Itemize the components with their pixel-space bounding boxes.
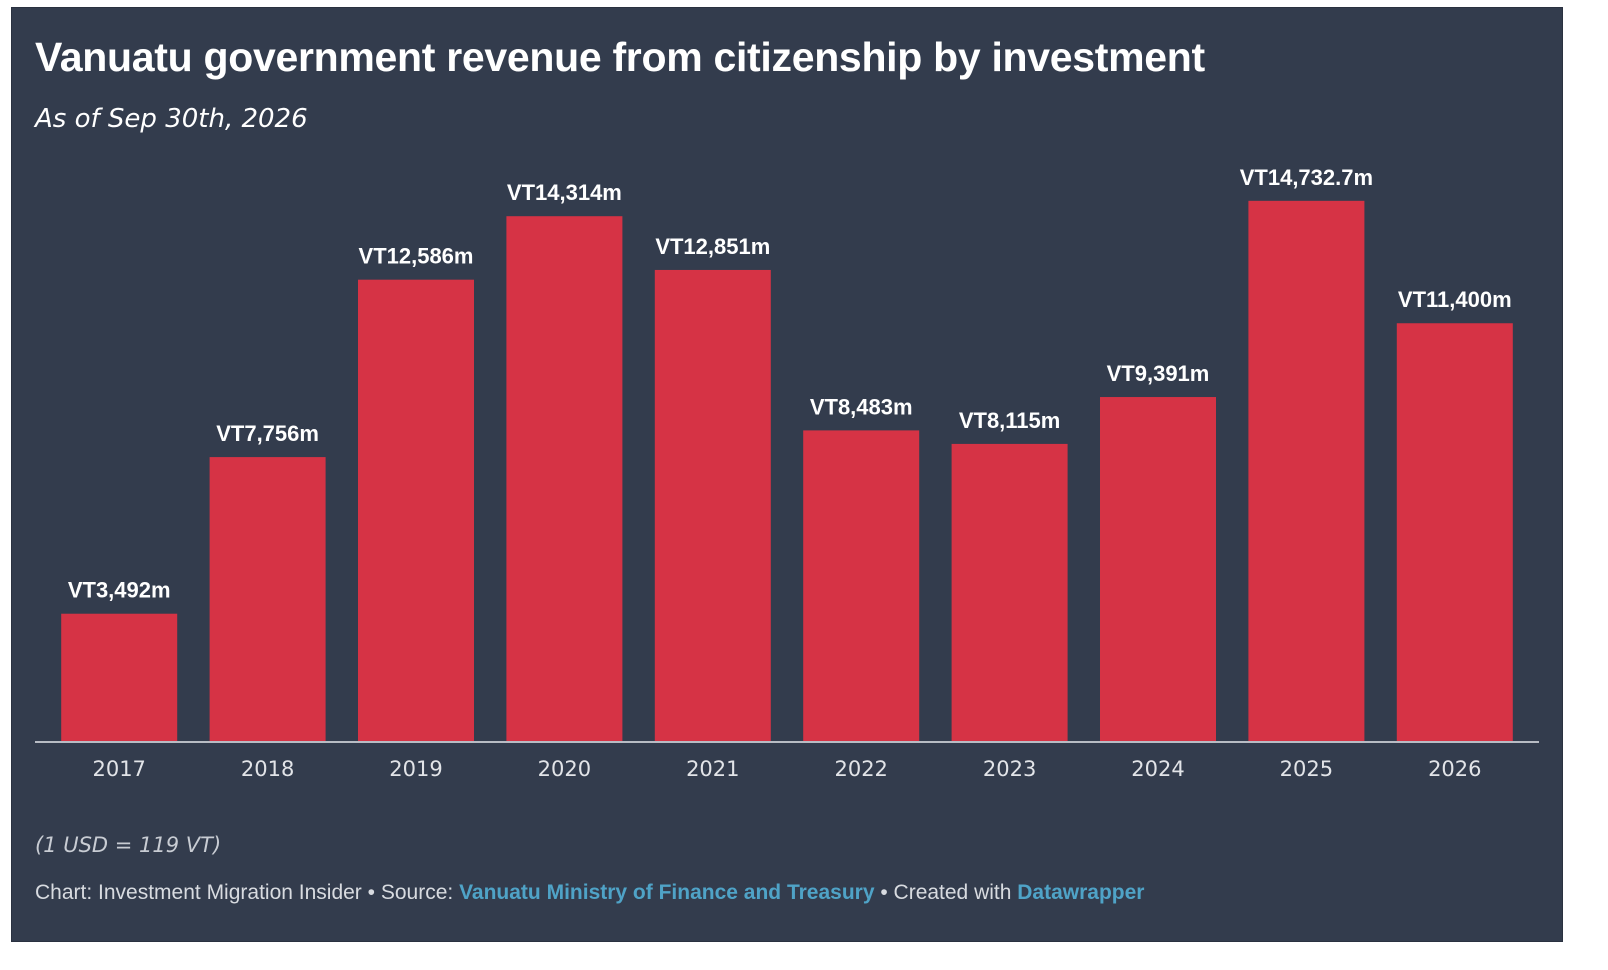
footer-separator-2: • xyxy=(874,881,894,904)
chart-subtitle: As of Sep 30th, 2026 xyxy=(35,104,308,134)
x-tick-2017: 2017 xyxy=(92,757,145,781)
data-label-2025: VT14,732.7m xyxy=(1240,165,1373,190)
data-label-2024: VT9,391m xyxy=(1107,361,1210,386)
chart-card: Vanuatu government revenue from citizens… xyxy=(11,7,1563,942)
data-label-2021: VT12,851m xyxy=(655,234,770,259)
chart-credit: Chart: Investment Migration Insider xyxy=(35,881,362,904)
bar-2022 xyxy=(803,430,920,742)
bar-group: VT3,492m 2017 VT7,756m 2018 VT12,586m 2019 VT1… xyxy=(61,165,1513,781)
data-label-2023: VT8,115m xyxy=(959,408,1061,433)
bar-2026 xyxy=(1396,323,1513,742)
bar-chart: VT3,492m 2017 VT7,756m 2018 VT12,586m 2019 VT1… xyxy=(35,165,1539,781)
bar-2024 xyxy=(1100,397,1216,742)
x-tick-2024: 2024 xyxy=(1131,757,1184,781)
bar-2018 xyxy=(209,457,326,742)
bar-2025 xyxy=(1248,200,1365,742)
chart-footer: Chart: Investment Migration Insider • So… xyxy=(35,881,1144,905)
x-tick-2026: 2026 xyxy=(1428,757,1481,781)
x-tick-2022: 2022 xyxy=(834,757,887,781)
currency-note: (1 USD = 119 VT) xyxy=(35,833,222,857)
footer-separator: • xyxy=(361,881,381,904)
bar-2017 xyxy=(61,613,178,742)
x-tick-2019: 2019 xyxy=(389,757,442,781)
bar-2019 xyxy=(358,279,474,742)
data-label-2022: VT8,483m xyxy=(810,394,913,419)
bar-2023 xyxy=(951,443,1068,742)
x-tick-2020: 2020 xyxy=(538,757,591,781)
datawrapper-link[interactable]: Datawrapper xyxy=(1017,881,1145,904)
source-prefix: Source: xyxy=(380,881,460,904)
x-tick-2021: 2021 xyxy=(686,757,739,781)
data-label-2020: VT14,314m xyxy=(507,180,622,205)
chart-title: Vanuatu government revenue from citizens… xyxy=(35,34,1205,80)
data-label-2018: VT7,756m xyxy=(216,421,319,446)
data-label-2019: VT12,586m xyxy=(359,244,474,269)
x-tick-2025: 2025 xyxy=(1280,757,1333,781)
bar-2020 xyxy=(506,216,623,742)
x-tick-2018: 2018 xyxy=(241,757,294,781)
source-link[interactable]: Vanuatu Ministry of Finance and Treasury xyxy=(459,881,875,904)
data-label-2026: VT11,400m xyxy=(1398,287,1512,312)
created-prefix: Created with xyxy=(893,881,1018,904)
data-label-2017: VT3,492m xyxy=(68,578,171,603)
x-tick-2023: 2023 xyxy=(983,757,1036,781)
bar-2021 xyxy=(654,269,771,742)
